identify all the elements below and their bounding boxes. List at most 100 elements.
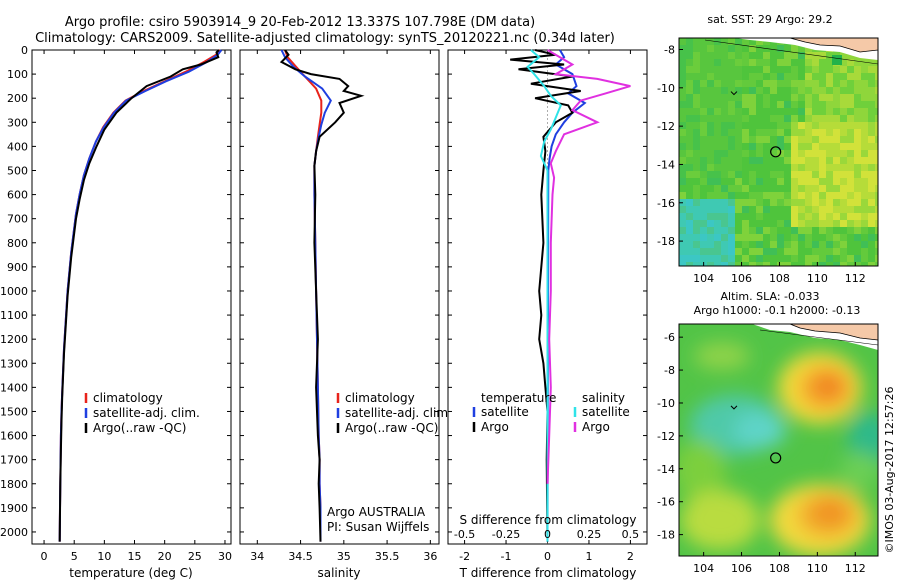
x-tick-label: 0 xyxy=(544,550,551,563)
difference-panel: -2 -1 0 1 2 temperature salinity satellite A… xyxy=(447,49,648,580)
legend-label-climatology: climatology xyxy=(93,391,163,405)
legend-label-t-satellite: satellite xyxy=(481,405,529,419)
y-tick-label: 600 xyxy=(7,189,28,202)
sla-map-panel: Altim. SLA: -0.033 Argo h1000: -0.1 h200… xyxy=(657,290,879,575)
map-x-tick-label: 110 xyxy=(807,562,828,575)
float-position-marker xyxy=(770,452,782,464)
map-x-tick-label: 112 xyxy=(845,272,866,285)
salinity-panel: 34 34.5 35 35.5 36 climatology satellite-adj… xyxy=(239,49,452,580)
y-tick-label: 1800 xyxy=(0,478,28,491)
y-tick-label: 0 xyxy=(21,44,28,57)
sla-map-subtitle: Argo h1000: -0.1 h2000: -0.13 xyxy=(694,304,861,317)
x-tick-label: 5 xyxy=(71,550,78,563)
map-y-tick-label: -6 xyxy=(664,331,675,344)
x-tick-label: 35.5 xyxy=(375,550,400,563)
float-position-marker xyxy=(770,146,782,158)
s-diff-tick-label: -0.25 xyxy=(492,528,520,541)
y-tick-label: 400 xyxy=(7,140,28,153)
x-tick-label: 20 xyxy=(158,550,172,563)
y-tick-label: 1200 xyxy=(0,333,28,346)
map-y-tick-label: -12 xyxy=(657,430,675,443)
y-tick-label: 1900 xyxy=(0,502,28,515)
series-temperature-argo xyxy=(510,49,581,542)
x-tick-label: 15 xyxy=(128,550,142,563)
legend-label-satellite: satellite-adj. clim. xyxy=(345,406,452,420)
s-difference-label: S difference from climatology xyxy=(460,513,637,527)
series-salinity-satellite xyxy=(526,49,562,542)
x-tick-label: 34 xyxy=(250,550,264,563)
pi-annotation: PI: Susan Wijffels xyxy=(327,520,429,534)
sst-map-panel: sat. SST: 29 Argo: 29.2 104 106 108 110 112 -… xyxy=(657,13,879,285)
y-tick-label: 1100 xyxy=(0,309,28,322)
x-tick-label: 30 xyxy=(218,550,232,563)
map-y-tick-label: -8 xyxy=(664,43,675,56)
series-argo-raw-qc- xyxy=(58,49,220,542)
previous-position-marker xyxy=(730,91,738,96)
legend-heading-salinity: salinity xyxy=(582,391,625,405)
series-argo-raw-qc- xyxy=(279,49,365,542)
map-x-tick-label: 110 xyxy=(807,272,828,285)
s-diff-tick-label: 0 xyxy=(544,528,551,541)
header-title: Argo profile: csiro 5903914_9 20-Feb-201… xyxy=(65,15,535,30)
y-tick-label: 900 xyxy=(7,261,28,274)
sla-map-field xyxy=(679,324,878,556)
map-y-tick-label: -16 xyxy=(657,496,675,509)
map-y-tick-label: -10 xyxy=(657,82,675,95)
y-tick-label: 800 xyxy=(7,237,28,250)
t-difference-label: T difference from climatology xyxy=(459,566,637,580)
y-tick-label: 1700 xyxy=(0,454,28,467)
salinity-plot-frame xyxy=(239,49,440,545)
y-tick-label: 300 xyxy=(7,116,28,129)
map-y-tick-label: -14 xyxy=(657,463,675,476)
legend-label-s-argo: Argo xyxy=(582,420,610,434)
map-y-tick-label: -14 xyxy=(657,158,675,171)
salinity-legend: climatology satellite-adj. clim. Argo(..… xyxy=(336,391,452,435)
legend-label-satellite: satellite-adj. clim. xyxy=(93,406,200,420)
map-y-tick-label: -12 xyxy=(657,120,675,133)
imos-stamp: ©IMOS 03-Aug-2017 12:57:26 xyxy=(883,387,896,554)
sst-map-title: sat. SST: 29 Argo: 29.2 xyxy=(707,13,832,26)
y-tick-label: 2000 xyxy=(0,526,28,539)
y-tick-label: 500 xyxy=(7,164,28,177)
temperature-legend: climatology satellite-adj. clim. Argo(..… xyxy=(84,391,200,435)
y-tick-label: 1500 xyxy=(0,405,28,418)
x-tick-label: -2 xyxy=(459,550,470,563)
s-diff-tick-label: 0.25 xyxy=(577,528,602,541)
y-tick-label: 1000 xyxy=(0,285,28,298)
map-y-tick-label: -10 xyxy=(657,397,675,410)
y-tick-label: 700 xyxy=(7,213,28,226)
y-tick-label: 1300 xyxy=(0,357,28,370)
series-temperature-satellite xyxy=(546,49,587,542)
legend-label-argo: Argo(..raw -QC) xyxy=(345,421,438,435)
sst-map-frame xyxy=(678,37,879,267)
x-tick-label: 0 xyxy=(41,550,48,563)
x-tick-label: 25 xyxy=(188,550,202,563)
sla-map-frame xyxy=(678,323,879,557)
y-tick-label: 100 xyxy=(7,68,28,81)
map-x-tick-label: 106 xyxy=(731,562,752,575)
sst-map-field xyxy=(679,38,878,266)
map-x-tick-label: 104 xyxy=(693,272,714,285)
y-tick-label: 200 xyxy=(7,92,28,105)
map-y-tick-label: -18 xyxy=(657,529,675,542)
x-tick-label: 10 xyxy=(97,550,111,563)
series-salinity-argo xyxy=(546,49,631,484)
s-diff-tick-label: 0.5 xyxy=(622,528,640,541)
temperature-x-label: temperature (deg C) xyxy=(69,566,192,580)
map-x-tick-label: 104 xyxy=(693,562,714,575)
legend-label-climatology: climatology xyxy=(345,391,415,405)
land-java xyxy=(789,324,878,341)
map-x-tick-label: 108 xyxy=(769,562,790,575)
y-tick-label: 1400 xyxy=(0,381,28,394)
map-y-tick-label: -8 xyxy=(664,364,675,377)
temperature-plot-frame xyxy=(31,49,232,545)
map-x-tick-label: 112 xyxy=(845,562,866,575)
map-x-tick-label: 106 xyxy=(731,272,752,285)
x-tick-label: 34.5 xyxy=(288,550,313,563)
previous-position-marker xyxy=(730,405,738,410)
legend-label-t-argo: Argo xyxy=(481,420,509,434)
program-annotation: Argo AUSTRALIA xyxy=(327,505,426,519)
map-y-tick-label: -18 xyxy=(657,235,675,248)
header-subtitle: Climatology: CARS2009. Satellite-adjuste… xyxy=(35,31,615,46)
